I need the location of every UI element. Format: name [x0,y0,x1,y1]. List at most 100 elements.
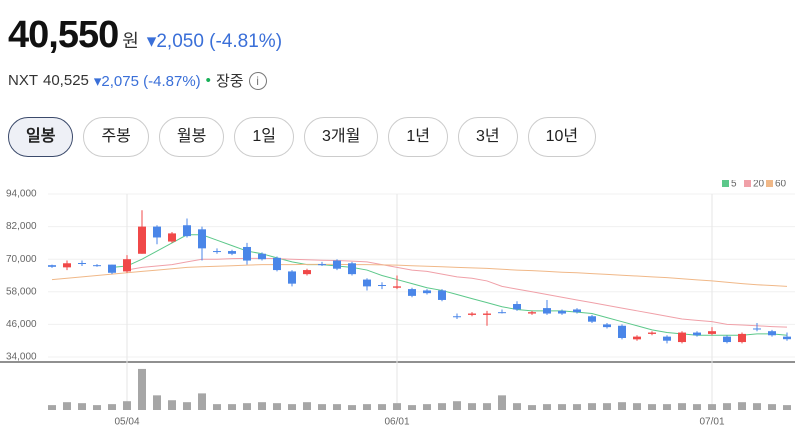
volume-bar [153,395,161,410]
volume-bar [108,404,116,410]
candle-body [78,263,86,265]
period-tab[interactable]: 1일 [234,117,294,157]
volume-bar [363,404,371,410]
candle-body [108,264,116,273]
nxt-change-pct: (-4.87%) [143,72,201,90]
period-tab[interactable]: 3개월 [303,117,379,157]
volume-bar [318,404,326,410]
period-tab[interactable]: 3년 [457,117,518,157]
volume-bar [168,400,176,410]
candle-body [588,316,596,322]
candle-body [678,332,686,343]
info-icon[interactable]: i [248,71,267,90]
candle-body [288,271,296,284]
volume-bar [423,404,431,410]
candle-body [633,336,641,340]
period-tab[interactable]: 주봉 [83,117,149,157]
candle-body [423,290,431,294]
change: ▾2,050 (-4.81%) [146,31,283,52]
candle-body [273,257,281,271]
volume-bar [633,403,641,410]
y-tick-label: 58,000 [6,286,37,297]
period-tab[interactable]: 월봉 [158,117,225,157]
x-tick-label: 06/01 [384,417,409,428]
volume-bar [738,402,746,410]
candle-body [663,336,671,341]
candle-body [333,260,341,269]
price-header: 40,550 원 ▾2,050 (-4.81%) [8,14,282,57]
candle-body [348,263,356,275]
legend-label: 20 [753,180,765,190]
candle-body [393,286,401,288]
change-pct: (-4.81%) [209,31,283,52]
candle-body [738,333,746,343]
volume-bar [558,404,566,410]
volume-bar [48,405,56,410]
candle-body [693,332,701,336]
volume-bar [498,395,506,410]
volume-bar [213,404,221,410]
candle-body [648,332,656,334]
volume-bar [783,405,791,410]
volume-bar [288,404,296,410]
candle-body [93,265,101,267]
candle-body [528,312,536,314]
volume-bar [258,402,266,410]
candle-body [48,265,56,267]
volume-bar [663,404,671,410]
candle-body [708,331,716,334]
candle-body [543,308,551,314]
candle-body [438,290,446,300]
candle-body [243,246,251,261]
y-tick-label: 94,000 [6,189,37,200]
x-tick-label: 05/04 [114,417,139,428]
volume-bar [513,403,521,410]
y-tick-label: 34,000 [6,352,37,363]
volume-bar [543,404,551,410]
candle-body [168,233,176,242]
volume-bar [648,404,656,410]
nxt-row: NXT 40,525 ▾2,075 (-4.87%) • 장중 i [8,70,267,91]
candle-body [618,325,626,338]
x-tick-label: 07/01 [699,417,724,428]
unit: 원 [122,31,139,51]
candle-body [468,313,476,315]
volume-bar [93,405,101,410]
candle-body [378,285,386,287]
period-tab[interactable]: 일봉 [8,117,74,157]
candle-body [498,312,506,314]
volume-bar [378,404,386,410]
legend-swatch [766,180,773,187]
candle-body [213,251,221,253]
candle-body [138,226,146,254]
volume-bar [408,405,416,410]
ma-line [126,257,788,328]
volume-bar [273,403,281,410]
candle-body [603,324,611,328]
candle-body [783,336,791,340]
volume-bar [723,403,731,410]
volume-bar [468,403,476,410]
period-tabs: 일봉 주봉 월봉 1일 3개월 1년 3년 10년 [8,117,597,157]
candle-body [303,270,311,275]
volume-bar [198,393,206,410]
volume-bar [138,368,146,410]
ma-line [111,234,788,336]
volume-bar [63,402,71,410]
nxt-change: ▾2,075 (-4.87%) [93,72,201,90]
volume-bar [573,404,581,410]
legend-label: 60 [775,180,787,190]
y-tick-label: 70,000 [6,254,37,265]
volume-bar [768,404,776,410]
volume-bar [78,403,86,410]
period-tab[interactable]: 1년 [388,117,448,157]
period-tab[interactable]: 10년 [527,117,597,157]
volume-bar [393,403,401,410]
volume-bar [618,402,626,410]
candle-body [453,316,461,318]
volume-bar [483,403,491,410]
volume-bar [123,401,131,410]
candle-body [363,279,371,287]
status-dot: • [205,72,211,89]
volume-bar [453,401,461,410]
